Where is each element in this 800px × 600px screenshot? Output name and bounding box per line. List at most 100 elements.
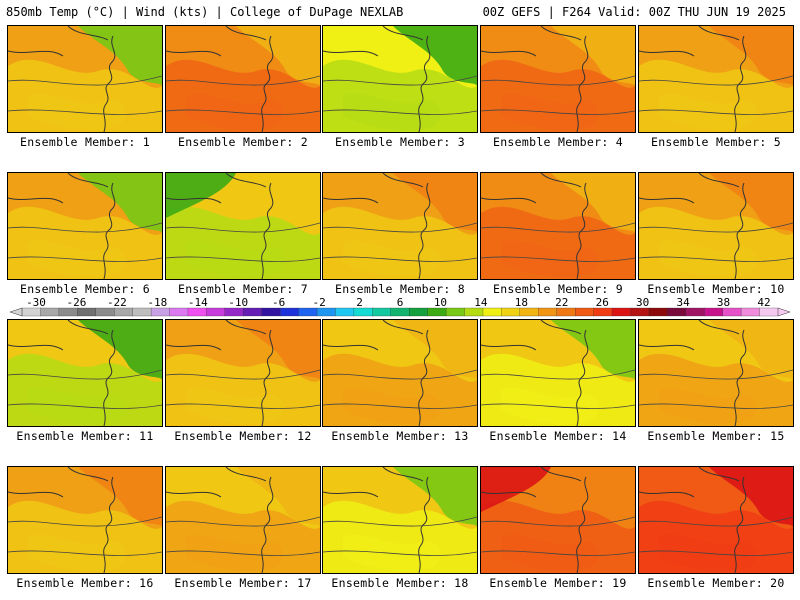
colorbar-swatch [464, 307, 484, 317]
height-contour [639, 369, 793, 380]
header-run-info: 00Z GEFS | F264 Valid: 00Z THU JUN 19 20… [482, 5, 786, 19]
field-contour-fill [78, 320, 162, 380]
ensemble-member-map [322, 319, 478, 427]
field-contour-fill [236, 26, 320, 86]
ensemble-member-label: Ensemble Member: 12 [174, 429, 312, 443]
colorbar-swatch [556, 307, 576, 317]
field-contour-fill [709, 320, 793, 380]
member-field [323, 320, 477, 426]
colorbar-tick-label: -10 [228, 296, 249, 309]
ensemble-member-label: Ensemble Member: 19 [489, 576, 627, 590]
field-contour-fill [501, 534, 599, 572]
field-contour-fill [501, 387, 599, 425]
coastline [103, 476, 116, 573]
field-contour-fill [659, 240, 757, 278]
member-field [639, 320, 793, 426]
coastline [418, 182, 431, 279]
ensemble-member-map [638, 466, 794, 574]
colorbar-swatch [519, 307, 539, 317]
colorbar-tick-label: 6 [396, 296, 404, 309]
colorbar-tick-label: 18 [514, 296, 528, 309]
field-contour-fill [28, 387, 126, 425]
ensemble-member-map [165, 25, 321, 133]
state-border [481, 173, 582, 204]
field-contour-fill [28, 534, 126, 572]
colorbar-tick-label: -18 [147, 296, 168, 309]
state-border [8, 467, 109, 498]
coastline [418, 35, 431, 132]
coastline [261, 329, 274, 426]
colorbar-labels: -30 -26 -22 -18 -14 -10 -6 -2 2 6 10 14 18 22 26 30 34 38… [0, 296, 800, 309]
colorbar-swatch [298, 307, 318, 317]
field-contour-fill [28, 240, 126, 278]
member-field [323, 173, 477, 279]
height-contour [639, 550, 793, 556]
field-contour-fill [551, 26, 635, 86]
member-field [8, 320, 162, 426]
ensemble-member-map [480, 25, 636, 133]
state-border [323, 26, 424, 57]
state-border [8, 173, 109, 204]
coastline [261, 182, 274, 279]
colorbar-tick-label: -14 [187, 296, 208, 309]
colorbar-swatch [150, 307, 170, 317]
field-contour-fill [393, 467, 477, 527]
height-contour [323, 222, 477, 233]
colorbar-swatch [243, 307, 263, 317]
field-contour-fill [166, 173, 236, 218]
height-contour [323, 403, 477, 409]
colorbar-swatch [40, 307, 60, 317]
height-contour [481, 256, 635, 262]
member-field [8, 467, 162, 573]
member-field [481, 173, 635, 279]
height-contour [481, 403, 635, 409]
colorbar-swatch [132, 307, 152, 317]
height-contour [323, 109, 477, 115]
ensemble-member-map [638, 319, 794, 427]
height-contour [323, 550, 477, 556]
ensemble-member-map [165, 466, 321, 574]
colorbar-swatch [224, 307, 244, 317]
colorbar-swatch [538, 307, 558, 317]
ensemble-member-map [165, 172, 321, 280]
member-field [639, 173, 793, 279]
height-contour [639, 256, 793, 262]
height-contour [323, 369, 477, 380]
field-contour-fill [78, 26, 162, 86]
coastline [261, 476, 274, 573]
height-contour [166, 403, 320, 409]
ensemble-member-label: Ensemble Member: 8 [334, 282, 466, 296]
member-field [166, 467, 320, 573]
colorbar-tick-label: 38 [716, 296, 731, 309]
coastline [418, 476, 431, 573]
ensemble-member-map [7, 172, 163, 280]
colorbar-swatch [648, 307, 668, 317]
state-border [323, 467, 424, 498]
colorbar-swatch [409, 307, 429, 317]
ensemble-member-label: Ensemble Member: 17 [174, 576, 312, 590]
colorbar-swatch [187, 307, 207, 317]
colorbar-swatch [77, 307, 97, 317]
field-contour-fill [481, 467, 551, 512]
colorbar-tick-label: 30 [636, 296, 650, 309]
height-contour [166, 256, 320, 262]
height-contour [323, 256, 477, 262]
coastline [103, 35, 116, 132]
coastline [103, 182, 116, 279]
member-field [639, 467, 793, 573]
field-contour-fill [78, 173, 162, 233]
field-contour-fill [393, 173, 477, 233]
colorbar-swatch [58, 307, 78, 317]
colorbar-swatch [445, 307, 465, 317]
state-border [639, 173, 740, 204]
colorbar-swatch [169, 307, 189, 317]
height-contour [481, 75, 635, 86]
colorbar-tick-label: -6 [272, 296, 286, 309]
colorbar-swatch [740, 307, 761, 317]
colorbar-tick-label: -2 [312, 296, 326, 309]
colorbar-swatch [95, 307, 115, 317]
field-contour-fill [551, 320, 635, 380]
colorbar-tick-label: 10 [433, 296, 448, 309]
member-field [166, 320, 320, 426]
colorbar-tick-label: 22 [555, 296, 569, 309]
